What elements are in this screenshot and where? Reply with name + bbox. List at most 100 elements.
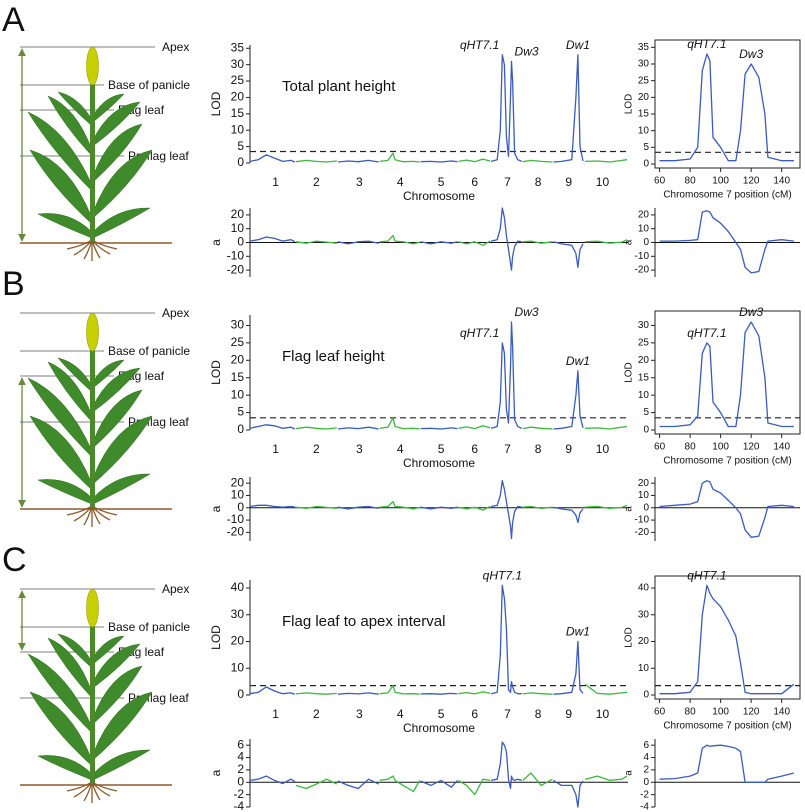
x-tick-label: 2 xyxy=(313,175,320,189)
y-axis-label: LOD xyxy=(209,625,223,650)
y-tick-label: 15 xyxy=(231,370,245,384)
y-tick-label: 30 xyxy=(231,57,245,71)
y-tick-label: 0 xyxy=(643,159,649,170)
x-tick-label: 140 xyxy=(773,707,790,718)
lod-line xyxy=(659,480,794,538)
x-axis-label: Chromosome xyxy=(403,189,475,203)
y-tick-label: 25 xyxy=(638,75,650,86)
leaf xyxy=(37,213,93,239)
lod-line xyxy=(659,210,794,274)
y-tick-label: 20 xyxy=(638,636,650,647)
leaf xyxy=(92,473,151,505)
y-tick-label: 0 xyxy=(643,237,649,248)
x-tick-label: 7 xyxy=(504,442,511,456)
y-tick-label: 20 xyxy=(638,92,650,103)
peak-label: qHT7.1 xyxy=(687,569,726,583)
leaf xyxy=(57,357,93,393)
x-tick-label: 140 xyxy=(773,442,790,453)
x-tick-label: 1 xyxy=(272,175,279,189)
x-tick-label: 1 xyxy=(272,442,279,456)
panel-letter: C xyxy=(2,541,27,579)
x-tick-label: 120 xyxy=(743,442,760,453)
y-tick-label: -10 xyxy=(227,248,245,262)
leaf xyxy=(57,633,93,669)
lod-line xyxy=(295,417,628,430)
y-tick-label: -20 xyxy=(227,525,245,539)
y-tick-label: 0 xyxy=(237,155,244,169)
x-axis-label: Chromosome 7 position (cM) xyxy=(663,456,791,467)
leaf xyxy=(92,207,151,239)
y-tick-label: 30 xyxy=(231,318,245,332)
leaf xyxy=(57,91,93,127)
x-tick-label: 60 xyxy=(654,442,666,453)
y-axis-label: LOD xyxy=(209,91,223,116)
leaf xyxy=(29,149,93,225)
y-tick-label: 25 xyxy=(638,338,650,349)
x-tick-label: 140 xyxy=(773,176,790,187)
leaf xyxy=(37,755,93,781)
x-tick-label: 3 xyxy=(356,707,363,721)
y-tick-label: -10 xyxy=(635,515,650,526)
x-axis-label: Chromosome 7 position (cM) xyxy=(663,190,791,201)
y-axis-label: LOD xyxy=(624,627,635,648)
x-tick-label: 7 xyxy=(504,175,511,189)
peak-label: Dw3 xyxy=(739,47,763,61)
y-tick-label: 5 xyxy=(237,139,244,153)
stem xyxy=(90,350,95,508)
panicle xyxy=(86,588,99,628)
y-tick-label: 0 xyxy=(643,777,649,788)
x-tick-label: 120 xyxy=(743,707,760,718)
y-tick-label: 20 xyxy=(231,475,245,489)
y-tick-label: 20 xyxy=(231,634,245,648)
y-axis-label: LOD xyxy=(624,94,635,115)
leaf xyxy=(47,637,93,699)
panel-letter: A xyxy=(2,1,25,39)
y-tick-label: 0 xyxy=(237,774,244,788)
leaf xyxy=(92,123,143,183)
y-tick-label: 25 xyxy=(231,73,245,87)
y-tick-label: 30 xyxy=(231,607,245,621)
x-tick-label: 6 xyxy=(471,442,478,456)
x-tick-label: 5 xyxy=(438,442,445,456)
plant-label: Base of panicle xyxy=(108,78,190,92)
y-tick-label: 10 xyxy=(231,660,245,674)
x-axis-label: Chromosome xyxy=(403,721,475,735)
y-tick-label: 40 xyxy=(638,583,650,594)
x-tick-label: 7 xyxy=(504,707,511,721)
x-tick-label: 1 xyxy=(272,707,279,721)
y-tick-label: -4 xyxy=(233,799,244,812)
chart-title: Flag leaf to apex interval xyxy=(282,613,445,630)
lod-line xyxy=(249,584,584,695)
leaf xyxy=(92,635,125,665)
y-tick-label: 20 xyxy=(231,352,245,366)
x-axis-label: Chromosome 7 position (cM) xyxy=(663,721,791,732)
x-tick-label: 10 xyxy=(596,442,610,456)
y-tick-label: 35 xyxy=(231,40,245,54)
y-tick-label: -2 xyxy=(233,787,244,801)
y-tick-label: 0 xyxy=(643,502,649,513)
y-tick-label: 10 xyxy=(638,490,650,501)
leaf xyxy=(92,643,141,689)
peak-label: Dw1 xyxy=(566,354,590,368)
y-tick-label: -10 xyxy=(635,251,650,262)
y-tick-label: 10 xyxy=(231,122,245,136)
panel-letter: B xyxy=(2,265,25,303)
x-tick-label: 9 xyxy=(565,442,572,456)
peak-label: qHT7.1 xyxy=(687,326,726,340)
y-tick-label: 40 xyxy=(231,580,245,594)
leaf xyxy=(29,691,93,767)
lod-line xyxy=(659,744,795,783)
lod-line xyxy=(295,500,628,511)
y-tick-label: 20 xyxy=(638,478,650,489)
chart: 0 10 20 30 40 LOD 60 80 100 120 140 Chromosome 7 po… xyxy=(624,569,801,732)
x-tick-label: 10 xyxy=(596,175,610,189)
y-tick-label: 25 xyxy=(231,335,245,349)
leaf xyxy=(92,367,141,413)
panicle xyxy=(86,46,99,86)
x-tick-label: 9 xyxy=(565,175,572,189)
